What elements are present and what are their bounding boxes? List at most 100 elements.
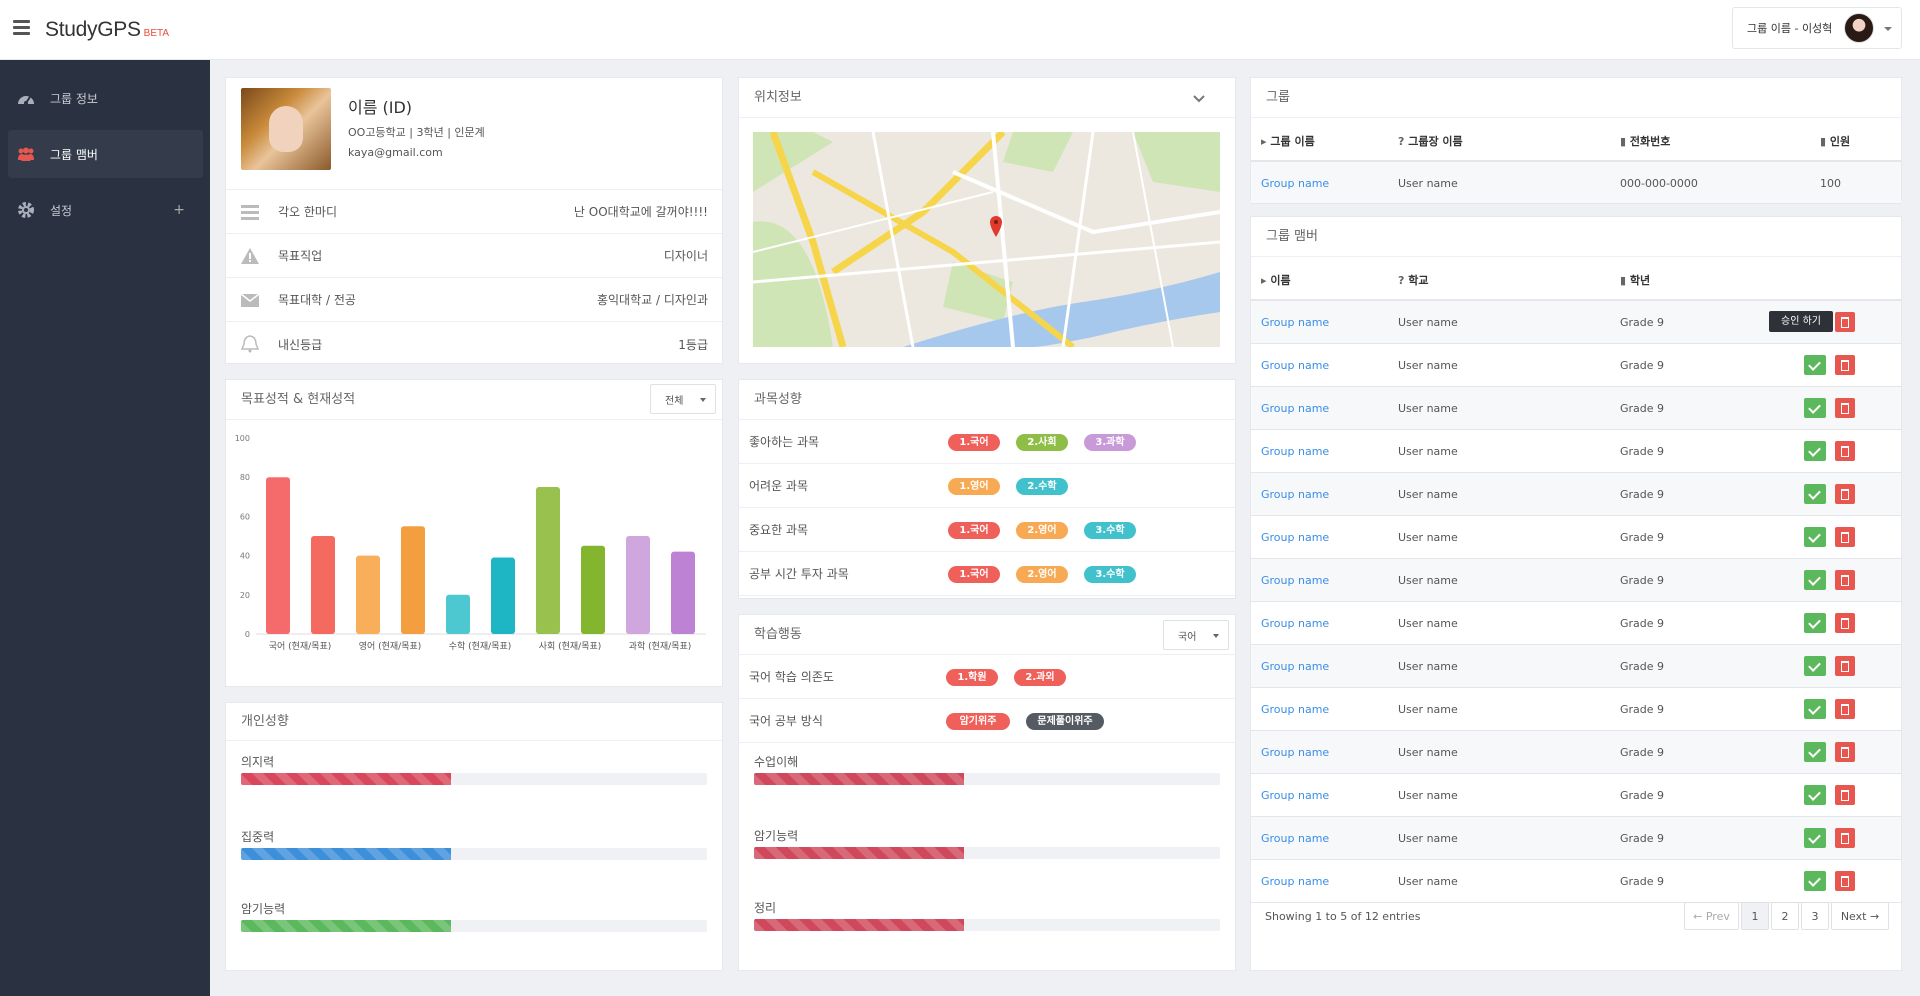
list-icon (241, 204, 259, 220)
member-name-link[interactable]: Group name (1261, 316, 1330, 329)
trash-icon[interactable] (1835, 699, 1855, 719)
check-icon[interactable] (1804, 398, 1826, 418)
page-3-button[interactable]: 3 (1801, 902, 1829, 930)
map-pin-icon[interactable] (990, 216, 1002, 237)
page-1-button[interactable]: 1 (1741, 902, 1769, 930)
check-icon[interactable] (1804, 785, 1826, 805)
y-tick-label: 40 (240, 552, 250, 561)
members-table-header: ▸ 이름 ? 학교 ▮ 학년 (1251, 257, 1901, 301)
trash-icon[interactable] (1835, 871, 1855, 891)
col-name: ▸ 이름 (1261, 272, 1291, 288)
trash-icon[interactable] (1835, 785, 1855, 805)
chart-bar (581, 545, 605, 634)
check-icon[interactable] (1804, 656, 1826, 676)
megaphone-icon: ▸ (1261, 135, 1267, 148)
subject-row: 좋아하는 과목 1.국어 2.사회 3.과학 (739, 420, 1235, 464)
table-row: Group name User name Grade 9 (1251, 430, 1901, 473)
profile-school: OO고등학교 | 3학년 | 인문계 (348, 126, 485, 139)
member-name-link[interactable]: Group name (1261, 574, 1330, 587)
users-icon (16, 144, 36, 164)
subject-row-label: 어려운 과목 (749, 479, 809, 493)
member-name-link[interactable]: Group name (1261, 488, 1330, 501)
check-icon[interactable] (1804, 613, 1826, 633)
check-icon[interactable] (1804, 484, 1826, 504)
trash-icon[interactable] (1835, 570, 1855, 590)
brand-logo[interactable]: StudyGPS BETA (45, 18, 169, 42)
member-name-link[interactable]: Group name (1261, 531, 1330, 544)
user-label: 그룹 이름 - 이성혁 (1747, 22, 1833, 35)
check-icon[interactable] (1804, 699, 1826, 719)
behavior-row: 국어 공부 방식 암기위주 문제풀이위주 (739, 699, 1235, 743)
next-page-button[interactable]: Next → (1831, 902, 1889, 930)
row-value: 1등급 (678, 337, 708, 352)
sidebar: 그룹 정보 그룹 맴버 설정 + (0, 60, 210, 996)
table-row: Group name User name Grade 9 (1251, 602, 1901, 645)
member-name-link[interactable]: Group name (1261, 832, 1330, 845)
trash-icon[interactable] (1835, 527, 1855, 547)
member-grade: Grade 9 (1620, 617, 1665, 630)
member-name-link[interactable]: Group name (1261, 789, 1330, 802)
subject-tag: 2.영어 (1016, 566, 1068, 583)
sidebar-item-settings[interactable]: 설정 + (8, 186, 203, 234)
table-row: Group name User name Grade 9 (1251, 731, 1901, 774)
behavior-filter-dropdown[interactable]: 국어 (1163, 620, 1229, 650)
trash-icon[interactable] (1835, 742, 1855, 762)
page-2-button[interactable]: 2 (1771, 902, 1799, 930)
map-view[interactable] (753, 132, 1220, 347)
subject-tag: 3.과학 (1084, 434, 1136, 451)
member-grade: Grade 9 (1620, 875, 1665, 888)
member-grade: Grade 9 (1620, 660, 1665, 673)
member-name-link[interactable]: Group name (1261, 359, 1330, 372)
member-grade: Grade 9 (1620, 402, 1665, 415)
top-bar: StudyGPS BETA 그룹 이름 - 이성혁 (0, 0, 1920, 60)
trash-icon[interactable] (1835, 355, 1855, 375)
member-grade: Grade 9 (1620, 789, 1665, 802)
check-icon[interactable] (1804, 742, 1826, 762)
check-icon[interactable] (1804, 527, 1826, 547)
chart-bar (536, 487, 560, 634)
sidebar-item-group-members[interactable]: 그룹 맴버 (8, 130, 203, 178)
check-icon[interactable] (1804, 570, 1826, 590)
leader-name: User name (1398, 177, 1458, 190)
expand-plus-icon[interactable]: + (173, 202, 185, 218)
header-label: 학교 (1408, 274, 1429, 287)
member-name-link[interactable]: Group name (1261, 875, 1330, 888)
trash-icon[interactable] (1835, 828, 1855, 848)
chevron-down-icon[interactable] (1193, 95, 1205, 103)
member-name-link[interactable]: Group name (1261, 617, 1330, 630)
check-icon[interactable] (1804, 355, 1826, 375)
trash-icon[interactable] (1835, 484, 1855, 504)
trash-icon[interactable] (1835, 613, 1855, 633)
trait-focus: 집중력 (241, 828, 707, 860)
member-name-link[interactable]: Group name (1261, 660, 1330, 673)
trash-icon[interactable] (1835, 656, 1855, 676)
trash-icon[interactable] (1835, 441, 1855, 461)
member-school: User name (1398, 531, 1458, 544)
member-name-link[interactable]: Group name (1261, 746, 1330, 759)
bar-label: 암기능력 (754, 829, 799, 843)
check-icon[interactable] (1804, 828, 1826, 848)
group-members-panel: 그룹 맴버 ▸ 이름 ? 학교 ▮ 학년 Group name User name… (1250, 216, 1902, 971)
member-school: User name (1398, 703, 1458, 716)
check-icon[interactable] (1804, 441, 1826, 461)
subject-tag: 1.국어 (948, 434, 1000, 451)
sidebar-item-group-info[interactable]: 그룹 정보 (8, 74, 203, 122)
trash-icon[interactable] (1835, 312, 1855, 332)
check-icon[interactable] (1804, 871, 1826, 891)
approve-button[interactable]: 승인 하기 (1769, 311, 1833, 332)
profile-header: 이름 (ID) OO고등학교 | 3학년 | 인문계 kaya@gmail.co… (226, 78, 722, 190)
trash-icon[interactable] (1835, 398, 1855, 418)
member-name-link[interactable]: Group name (1261, 703, 1330, 716)
progress-bar (754, 847, 1220, 859)
hamburger-menu-icon[interactable] (13, 20, 30, 36)
prev-page-button[interactable]: ← Prev (1684, 902, 1739, 930)
member-school: User name (1398, 316, 1458, 329)
member-name-link[interactable]: Group name (1261, 445, 1330, 458)
score-filter-dropdown[interactable]: 전체 (650, 384, 716, 414)
bar-label: 정리 (754, 901, 777, 915)
member-name-link[interactable]: Group name (1261, 402, 1330, 415)
group-name-link[interactable]: Group name (1261, 177, 1330, 190)
user-dropdown[interactable]: 그룹 이름 - 이성혁 (1732, 7, 1902, 49)
header-label: 그룹장 이름 (1408, 135, 1463, 148)
panel-title: 그룹 (1251, 78, 1901, 118)
